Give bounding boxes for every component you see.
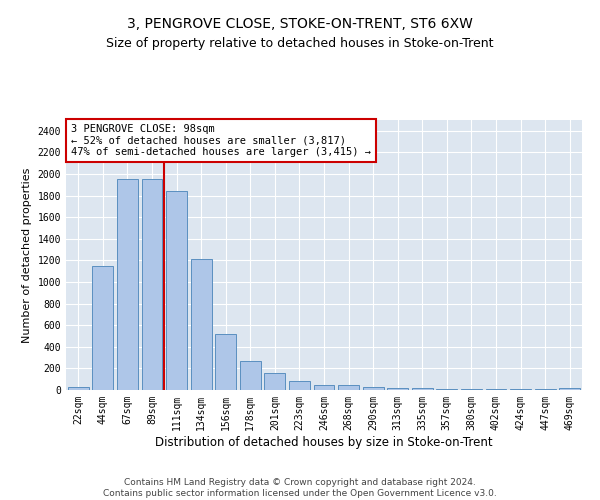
Bar	[191, 260, 212, 390]
Text: Contains HM Land Registry data © Crown copyright and database right 2024.
Contai: Contains HM Land Registry data © Crown c…	[103, 478, 497, 498]
Bar	[362, 388, 383, 390]
Text: 3, PENGROVE CLOSE, STOKE-ON-TRENT, ST6 6XW: 3, PENGROVE CLOSE, STOKE-ON-TRENT, ST6 6…	[127, 18, 473, 32]
Bar	[166, 192, 187, 390]
Bar	[240, 362, 261, 390]
Y-axis label: Number of detached properties: Number of detached properties	[22, 168, 32, 342]
Bar	[265, 374, 286, 390]
Bar	[338, 385, 359, 390]
Bar	[559, 388, 580, 390]
X-axis label: Distribution of detached houses by size in Stoke-on-Trent: Distribution of detached houses by size …	[155, 436, 493, 448]
Bar	[117, 180, 138, 390]
Bar	[289, 382, 310, 390]
Text: 3 PENGROVE CLOSE: 98sqm
← 52% of detached houses are smaller (3,817)
47% of semi: 3 PENGROVE CLOSE: 98sqm ← 52% of detache…	[71, 124, 371, 157]
Bar	[314, 384, 334, 390]
Bar	[142, 180, 163, 390]
Bar	[387, 388, 408, 390]
Bar	[68, 387, 89, 390]
Text: Size of property relative to detached houses in Stoke-on-Trent: Size of property relative to detached ho…	[106, 38, 494, 51]
Bar	[92, 266, 113, 390]
Bar	[215, 334, 236, 390]
Bar	[412, 388, 433, 390]
